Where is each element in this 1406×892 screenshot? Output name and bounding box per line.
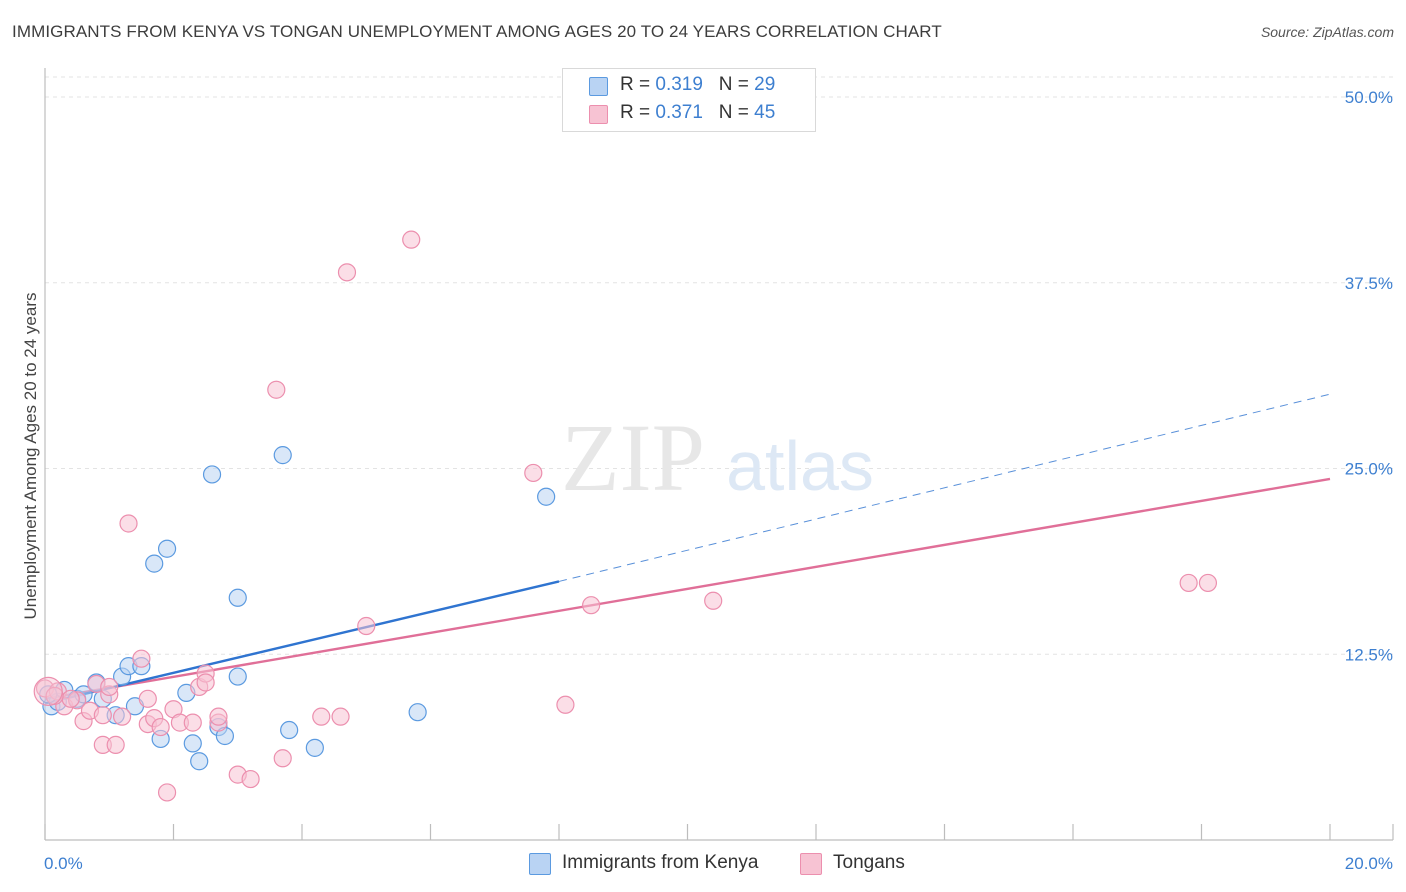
kenya-point-26	[408, 703, 427, 722]
legend-r-value-kenya: 0.319	[655, 74, 703, 95]
chart-title: IMMIGRANTS FROM KENYA VS TONGAN UNEMPLOY…	[12, 22, 942, 41]
tongan-point-34	[357, 616, 376, 636]
tongan-point-12	[119, 514, 138, 533]
tongan-point-17	[151, 717, 170, 737]
tick-labels: 12.5% 25.0% 37.5% 50.0% 0.0% 20.0%	[44, 88, 1393, 873]
tongan-point-40	[1179, 573, 1198, 593]
bottom-legend-label-tongan: Tongans	[833, 852, 905, 873]
bottom-legend-swatch-tongan	[800, 853, 822, 875]
y-tick-label: 50.0%	[1345, 88, 1393, 107]
source-label: Source: ZipAtlas.com	[1260, 24, 1394, 40]
watermark-zip: ZIP	[561, 404, 705, 511]
kenya-point-23	[273, 446, 292, 465]
tongan-point-43	[100, 677, 119, 697]
kenya-point-21	[228, 588, 247, 607]
tongan-point-24	[196, 673, 215, 692]
y-tick-label: 37.5%	[1345, 274, 1393, 293]
gridlines	[45, 76, 1393, 655]
bottom-legend-swatch-kenya	[529, 853, 551, 875]
tongan-point-18	[157, 783, 177, 802]
bottom-legend-label-kenya: Immigrants from Kenya	[562, 852, 759, 873]
legend-r-value-tongan: 0.371	[655, 102, 703, 123]
tongan-point-39	[704, 591, 723, 610]
tongan-point-29	[267, 380, 286, 399]
y-tick-label: 12.5%	[1345, 645, 1393, 664]
legend-n-value-kenya: 29	[754, 74, 776, 95]
tongan-point-28	[241, 769, 260, 789]
tongan-point-35	[402, 230, 421, 249]
kenya-point-14	[157, 539, 177, 558]
tongan-point-37	[556, 695, 575, 714]
data-points	[33, 230, 1218, 802]
x-tick-label: 0.0%	[44, 854, 83, 873]
tongan-point-13	[132, 649, 151, 668]
trend-lines	[44, 393, 1331, 705]
legend-n-label: N =	[718, 102, 755, 123]
tongan-point-32	[331, 707, 350, 726]
tongan-point-41	[1198, 573, 1218, 593]
tongan-point-42	[61, 689, 80, 708]
tongan-point-26	[209, 707, 228, 726]
tongan-cluster-point	[33, 676, 63, 707]
tongan-point-33	[337, 263, 357, 282]
kenya-point-25	[305, 738, 324, 757]
tongan-point-36	[524, 463, 543, 483]
kenya-point-27	[537, 487, 556, 506]
tongan-point-21	[183, 713, 202, 732]
legend-swatch-tongan	[589, 105, 608, 124]
tongan-point-31	[312, 707, 331, 726]
tongan-point-30	[273, 749, 292, 768]
legend-swatch-kenya	[589, 77, 608, 96]
legend-r-label: R =	[620, 102, 656, 123]
correlation-legend: R = 0.319 N = 29 R = 0.371 N = 45	[562, 68, 816, 132]
tongan-point-15	[138, 689, 157, 708]
legend-r-label: R =	[620, 74, 656, 95]
kenya-trend-extension	[558, 393, 1331, 582]
tongan-point-38	[582, 596, 601, 615]
kenya-trend-line	[44, 580, 560, 705]
kenya-point-24	[280, 720, 299, 740]
legend-n-label: N =	[718, 74, 755, 95]
watermark: ZIP atlas	[561, 404, 874, 511]
y-axis-label: Unemployment Among Ages 20 to 24 years	[21, 292, 40, 620]
kenya-point-16	[183, 734, 202, 753]
y-tick-label: 25.0%	[1345, 460, 1393, 479]
kenya-point-22	[228, 667, 247, 686]
legend-n-value-tongan: 45	[754, 102, 776, 123]
axes	[44, 68, 1394, 841]
kenya-point-17	[190, 752, 209, 771]
tongan-trend-line	[44, 477, 1331, 701]
tongan-point-11	[112, 707, 132, 726]
kenya-point-12	[145, 554, 164, 573]
kenya-point-18	[202, 465, 222, 484]
watermark-atlas: atlas	[726, 427, 874, 505]
tongan-point-7	[93, 706, 112, 725]
tongan-point-10	[106, 735, 125, 754]
x-tick-label: 20.0%	[1345, 854, 1393, 873]
